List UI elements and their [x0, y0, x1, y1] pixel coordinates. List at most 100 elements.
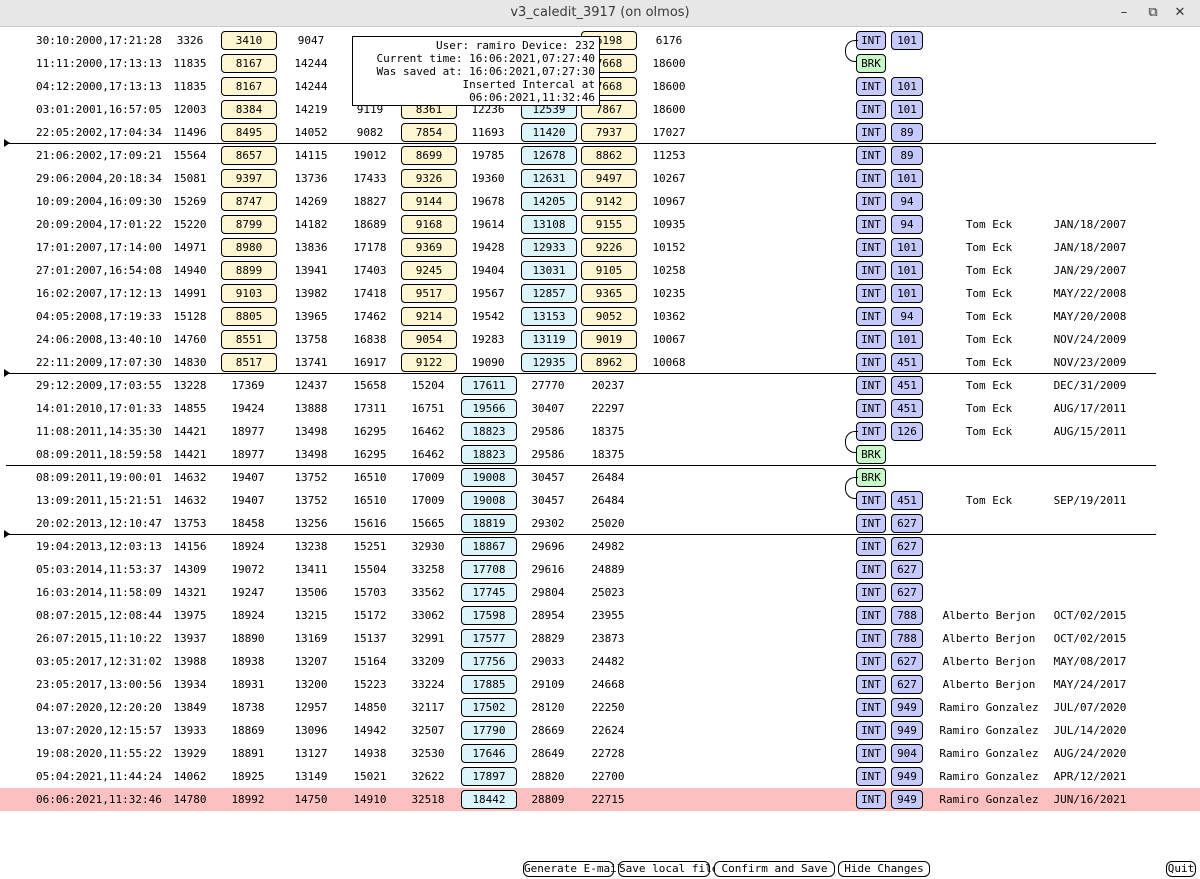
instrument-number[interactable]: 94: [891, 215, 923, 234]
instrument-number[interactable]: 788: [891, 606, 923, 625]
instrument-number[interactable]: 627: [891, 560, 923, 579]
instrument-number[interactable]: 101: [891, 238, 923, 257]
table-row[interactable]: 22:11:2009,17:07:30 14830 8517 13741 16917 91…: [0, 351, 1200, 374]
int-tag[interactable]: INT: [856, 652, 886, 671]
table-row[interactable]: 05:03:2014,11:53:37 14309 19072 13411 15504 3…: [0, 558, 1200, 581]
restore-icon[interactable]: ⧉: [1148, 5, 1158, 20]
instrument-number[interactable]: 949: [891, 790, 923, 809]
table-row[interactable]: 04:12:2000,17:13:13 11835 8167 14244 7668 186…: [0, 75, 1200, 98]
value-box[interactable]: 19008: [461, 468, 517, 487]
value-box[interactable]: 12857: [521, 284, 577, 303]
value-box[interactable]: 8551: [221, 330, 277, 349]
value-box[interactable]: 18823: [461, 445, 517, 464]
int-tag[interactable]: INT: [856, 330, 886, 349]
value-box[interactable]: 17745: [461, 583, 517, 602]
value-box[interactable]: 8980: [221, 238, 277, 257]
value-box[interactable]: 11420: [521, 123, 577, 142]
instrument-number[interactable]: 101: [891, 261, 923, 280]
int-tag[interactable]: INT: [856, 514, 886, 533]
value-box[interactable]: 17598: [461, 606, 517, 625]
table-row[interactable]: 14:01:2010,17:01:33 14855 19424 13888 17311 1…: [0, 397, 1200, 420]
value-box[interactable]: 13153: [521, 307, 577, 326]
table-row[interactable]: 08:09:2011,19:00:01 14632 19407 13752 16510 1…: [0, 466, 1200, 489]
int-tag[interactable]: INT: [856, 123, 886, 142]
value-box[interactable]: 18867: [461, 537, 517, 556]
value-box[interactable]: 9144: [401, 192, 457, 211]
value-box[interactable]: 9105: [581, 261, 637, 280]
confirm-and-save-button[interactable]: Confirm and Save: [714, 861, 835, 877]
value-box[interactable]: 8517: [221, 353, 277, 372]
instrument-number[interactable]: 627: [891, 583, 923, 602]
instrument-number[interactable]: 94: [891, 307, 923, 326]
instrument-number[interactable]: 101: [891, 31, 923, 50]
int-tag[interactable]: INT: [856, 675, 886, 694]
int-tag[interactable]: INT: [856, 31, 886, 50]
table-row[interactable]: 11:08:2011,14:35:30 14421 18977 13498 16295 1…: [0, 420, 1200, 443]
int-tag[interactable]: INT: [856, 399, 886, 418]
value-box[interactable]: 7854: [401, 123, 457, 142]
int-tag[interactable]: INT: [856, 307, 886, 326]
value-box[interactable]: 17577: [461, 629, 517, 648]
int-tag[interactable]: INT: [856, 261, 886, 280]
value-box[interactable]: 7937: [581, 123, 637, 142]
instrument-number[interactable]: 451: [891, 491, 923, 510]
int-tag[interactable]: INT: [856, 606, 886, 625]
value-box[interactable]: 13108: [521, 215, 577, 234]
table-row[interactable]: 23:05:2017,13:00:56 13934 18931 13200 15223 3…: [0, 673, 1200, 696]
value-box[interactable]: 9054: [401, 330, 457, 349]
table-row[interactable]: 22:05:2002,17:04:34 11496 8495 14052 9082 785…: [0, 121, 1200, 144]
table-row[interactable]: 16:03:2014,11:58:09 14321 19247 13506 15703 3…: [0, 581, 1200, 604]
value-box[interactable]: 8747: [221, 192, 277, 211]
value-box[interactable]: 17646: [461, 744, 517, 763]
value-box[interactable]: 9103: [221, 284, 277, 303]
instrument-number[interactable]: 101: [891, 100, 923, 119]
value-box[interactable]: 8962: [581, 353, 637, 372]
quit-button[interactable]: Quit: [1166, 861, 1196, 877]
int-tag[interactable]: INT: [856, 698, 886, 717]
instrument-number[interactable]: 627: [891, 675, 923, 694]
value-box[interactable]: 9155: [581, 215, 637, 234]
value-box[interactable]: 9226: [581, 238, 637, 257]
brk-tag[interactable]: BRK: [856, 468, 886, 487]
int-tag[interactable]: INT: [856, 583, 886, 602]
table-row[interactable]: 06:06:2021,11:32:46 14780 18992 14750 14910 3…: [0, 788, 1200, 811]
table-row[interactable]: 10:09:2004,16:09:30 15269 8747 14269 18827 91…: [0, 190, 1200, 213]
int-tag[interactable]: INT: [856, 422, 886, 441]
value-box[interactable]: 9168: [401, 215, 457, 234]
instrument-number[interactable]: 627: [891, 652, 923, 671]
value-box[interactable]: 9122: [401, 353, 457, 372]
value-box[interactable]: 8657: [221, 146, 277, 165]
table-row[interactable]: 21:06:2002,17:09:21 15564 8657 14115 19012 86…: [0, 144, 1200, 167]
value-box[interactable]: 17708: [461, 560, 517, 579]
instrument-number[interactable]: 904: [891, 744, 923, 763]
table-row[interactable]: 19:04:2013,12:03:13 14156 18924 13238 15251 3…: [0, 535, 1200, 558]
hide-changes-button[interactable]: Hide Changes: [838, 861, 930, 877]
minimize-icon[interactable]: –: [1120, 5, 1128, 20]
value-box[interactable]: 9142: [581, 192, 637, 211]
int-tag[interactable]: INT: [856, 491, 886, 510]
int-tag[interactable]: INT: [856, 77, 886, 96]
table-row[interactable]: 04:07:2020,12:20:20 13849 18738 12957 14850 3…: [0, 696, 1200, 719]
int-tag[interactable]: INT: [856, 353, 886, 372]
value-box[interactable]: 8384: [221, 100, 277, 119]
brk-tag[interactable]: BRK: [856, 54, 886, 73]
table-row[interactable]: 11:11:2000,17:13:13 11835 8167 14244 7668 186…: [0, 52, 1200, 75]
value-box[interactable]: 18823: [461, 422, 517, 441]
int-tag[interactable]: INT: [856, 629, 886, 648]
int-tag[interactable]: INT: [856, 238, 886, 257]
value-box[interactable]: 9052: [581, 307, 637, 326]
value-box[interactable]: 12678: [521, 146, 577, 165]
brk-tag[interactable]: BRK: [856, 445, 886, 464]
instrument-number[interactable]: 788: [891, 629, 923, 648]
value-box[interactable]: 12933: [521, 238, 577, 257]
value-box[interactable]: 13031: [521, 261, 577, 280]
value-box[interactable]: 12631: [521, 169, 577, 188]
value-box[interactable]: 8862: [581, 146, 637, 165]
instrument-number[interactable]: 451: [891, 353, 923, 372]
value-box[interactable]: 8699: [401, 146, 457, 165]
instrument-number[interactable]: 89: [891, 146, 923, 165]
instrument-number[interactable]: 101: [891, 169, 923, 188]
int-tag[interactable]: INT: [856, 169, 886, 188]
table-row[interactable]: 24:06:2008,13:40:10 14760 8551 13758 16838 90…: [0, 328, 1200, 351]
table-row[interactable]: 20:09:2004,17:01:22 15220 8799 14182 18689 91…: [0, 213, 1200, 236]
